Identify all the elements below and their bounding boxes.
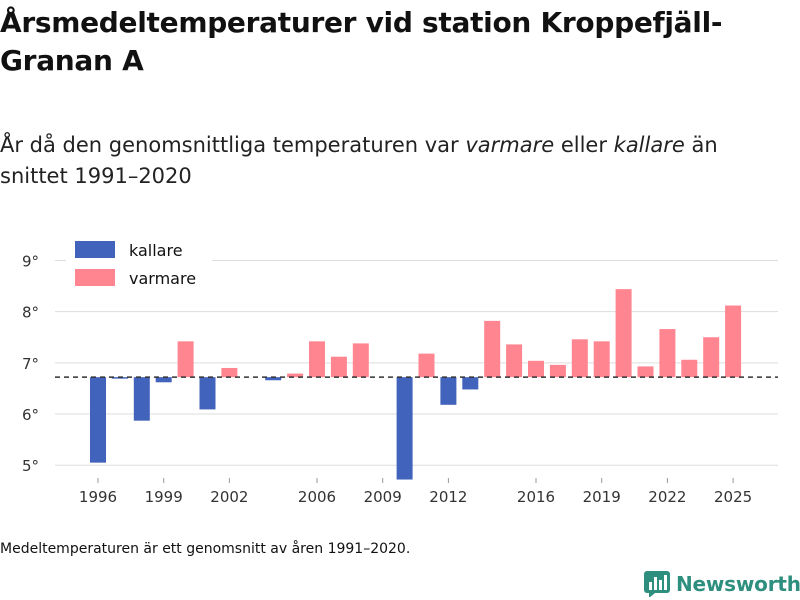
bar-2023 [681,359,698,378]
legend-label-warmer: varmare [129,269,196,288]
legend: kallare varmare [66,236,212,296]
x-tick-label: 2006 [298,488,336,506]
bar-2012 [440,377,457,405]
bar-2024 [703,337,720,378]
legend-swatch-colder [75,241,115,258]
bar-2005 [287,373,304,378]
bar-2004 [265,377,282,381]
y-tick-label: 5° [22,457,39,475]
legend-label-colder: kallare [129,241,183,260]
x-tick-label: 2022 [648,488,686,506]
subtitle-warmer: varmare [465,133,555,157]
x-tick-label: 2002 [210,488,248,506]
bar-2016 [528,360,544,378]
bar-2022 [659,329,676,378]
bar-2020 [615,289,632,378]
subtitle-part1: År då den genomsnittliga temperaturen va… [0,133,466,157]
x-tick-label: 2009 [364,488,402,506]
x-tick-label: 2019 [583,488,621,506]
bar-2010 [396,377,413,480]
y-tick-label: 8° [22,304,39,322]
bar-2025 [725,305,742,378]
x-tick-label: 2012 [429,488,467,506]
subtitle-part3: än snittet 1991–2020 [0,133,718,188]
brand-logo[interactable]: Newsworthy [644,570,800,598]
bar-2019 [593,341,610,378]
y-tick-label: 9° [22,252,39,270]
y-tick-label: 7° [22,355,39,373]
bar-1998 [133,377,150,421]
axis-labels: 5° 6° 7° 8° 9° 1996 1999 2002 2006 2009 2012 2016 20… [22,252,752,506]
bar-2006 [309,341,325,378]
x-tick-label: 1999 [145,488,183,506]
legend-swatch-warmer [75,269,115,286]
x-tick-label: 2016 [517,488,555,506]
footnote: Medeltemperaturen är ett genomsnitt av å… [0,541,411,557]
bar-2000 [177,341,194,378]
bar-2017 [549,364,566,378]
bar-2014 [484,320,501,378]
bar-2002 [221,367,238,378]
x-tick-label: 1996 [79,488,117,506]
bar-2021 [637,366,654,378]
bar-2008 [352,343,369,378]
subtitle-part2: eller [554,133,614,157]
chart-subtitle: År då den genomsnittliga temperaturen va… [0,130,780,192]
subtitle-colder: kallare [613,133,685,157]
bar-chart-logo-icon [644,571,670,597]
grid-lines [55,259,778,466]
y-tick-label: 6° [22,406,39,424]
bar-2015 [506,344,523,378]
bar-2007 [330,356,347,378]
bar-2011 [418,353,435,378]
bar-2001 [199,377,216,410]
brand-name: Newsworthy [676,572,800,596]
bar-1999 [155,377,172,383]
bar-1996 [90,377,106,463]
bars [90,289,742,480]
bar-2013 [462,377,479,390]
chart-title: Årsmedeltemperaturer vid station Kroppef… [0,6,723,77]
bar-2018 [571,339,588,378]
x-tick-label: 2025 [714,488,752,506]
